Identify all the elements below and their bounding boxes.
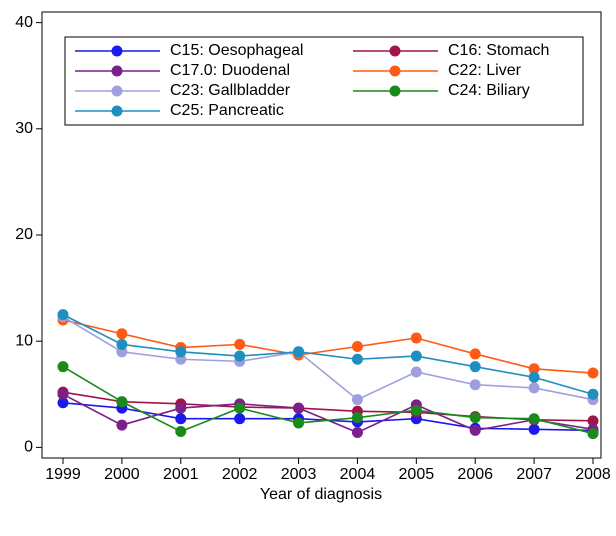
data-point — [116, 396, 128, 408]
data-point — [293, 417, 305, 429]
data-point — [116, 328, 128, 340]
legend-marker — [111, 65, 123, 77]
data-point — [234, 413, 246, 425]
data-point — [469, 412, 481, 424]
data-point — [57, 388, 69, 400]
data-point — [410, 366, 422, 378]
data-point — [293, 346, 305, 358]
series-line — [62, 319, 594, 374]
data-point — [175, 402, 187, 414]
x-axis-title: Year of diagnosis — [260, 486, 382, 503]
data-point — [469, 361, 481, 373]
y-tick-label: 40 — [15, 14, 33, 31]
data-point — [351, 353, 363, 365]
x-tick-label: 2004 — [340, 466, 376, 483]
data-point — [234, 402, 246, 414]
data-point — [57, 397, 69, 409]
x-tick-label: 2000 — [104, 466, 140, 483]
data-point — [469, 424, 481, 436]
x-tick-label: 1999 — [45, 466, 81, 483]
data-point — [234, 350, 246, 362]
data-point — [587, 367, 599, 379]
legend-label: C22: Liver — [448, 62, 522, 79]
data-point — [175, 425, 187, 437]
data-point — [410, 404, 422, 416]
y-tick-label: 0 — [24, 439, 33, 456]
y-tick-label: 10 — [15, 332, 33, 349]
x-tick-label: 2002 — [222, 466, 258, 483]
legend-label: C15: Oesophageal — [170, 42, 303, 59]
data-point — [351, 394, 363, 406]
data-point — [469, 348, 481, 360]
data-point — [469, 379, 481, 391]
x-tick-label: 2007 — [516, 466, 552, 483]
data-point — [57, 309, 69, 321]
data-point — [351, 341, 363, 352]
series-line — [62, 313, 594, 396]
legend-label: C17.0: Duodenal — [170, 62, 290, 79]
legend-marker — [111, 105, 123, 117]
data-point — [410, 350, 422, 362]
x-tick-label: 2006 — [457, 466, 493, 483]
data-point — [293, 402, 305, 414]
legend-marker — [111, 85, 123, 97]
x-tick-label: 2005 — [399, 466, 435, 483]
data-point — [351, 412, 363, 424]
series-line — [62, 365, 594, 435]
series-line — [62, 316, 594, 401]
x-tick-label: 2001 — [163, 466, 199, 483]
data-point — [528, 382, 540, 394]
legend-marker — [111, 45, 123, 57]
data-point — [116, 338, 128, 350]
data-point — [528, 371, 540, 383]
data-point — [175, 413, 187, 425]
legend-label: C23: Gallbladder — [170, 82, 291, 99]
data-point — [410, 332, 422, 344]
legend-label: C25: Pancreatic — [170, 102, 284, 119]
data-point — [57, 361, 69, 373]
data-point — [587, 388, 599, 400]
data-point — [587, 428, 599, 440]
data-point — [528, 423, 540, 435]
data-point — [528, 413, 540, 425]
legend-marker — [389, 85, 401, 97]
data-point — [175, 346, 187, 358]
legend-label: C24: Biliary — [448, 82, 530, 99]
legend-label: C16: Stomach — [448, 42, 549, 59]
data-point — [116, 419, 128, 431]
x-tick-label: 2008 — [575, 466, 611, 483]
y-tick-label: 20 — [15, 226, 33, 243]
y-tick-label: 30 — [15, 120, 33, 137]
data-point — [234, 338, 246, 350]
x-tick-label: 2003 — [281, 466, 317, 483]
legend-marker — [389, 45, 401, 57]
data-point — [528, 363, 540, 375]
legend-marker — [389, 65, 401, 77]
data-point — [587, 415, 599, 427]
data-point — [351, 427, 363, 439]
